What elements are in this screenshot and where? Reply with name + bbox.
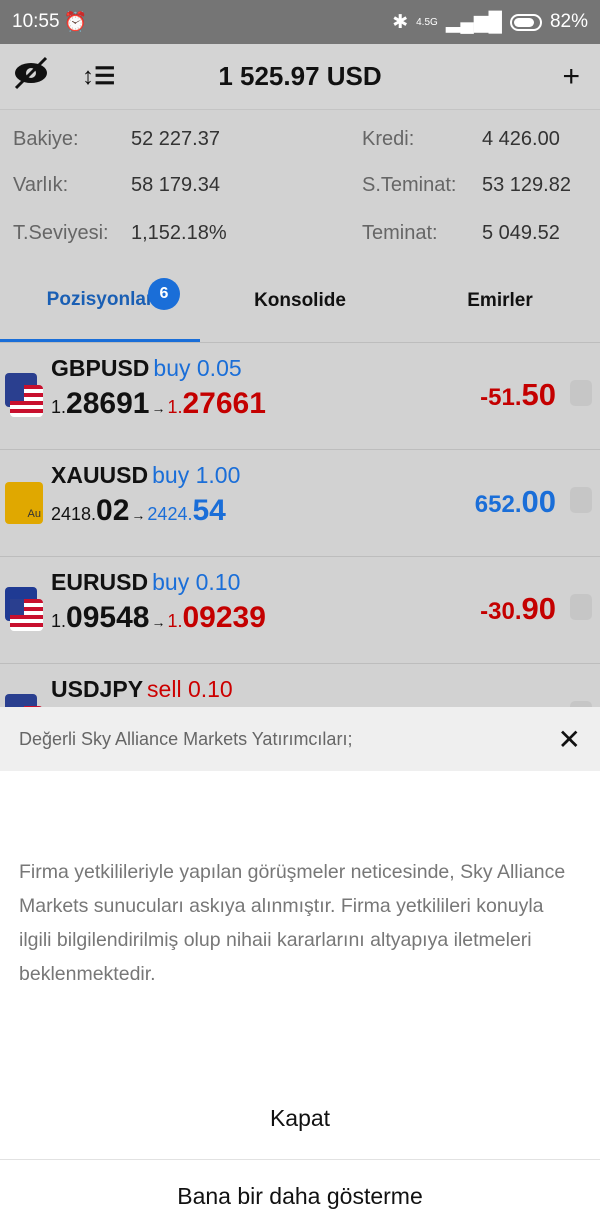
pl-main: 50 <box>521 377 556 412</box>
margin-value: 5 049.52 <box>482 222 560 244</box>
pl-main: 90 <box>521 591 556 626</box>
side: sell <box>147 676 182 702</box>
symbol: GBPUSD <box>51 355 150 381</box>
open-price-prefix: 1. <box>51 611 67 631</box>
label: Bakiye: <box>13 128 79 150</box>
account-summary: Bakiye: 52 227.37 Varlık: 58 179.34 T.Sevi… <box>0 110 600 260</box>
volume: 1.00 <box>195 462 241 488</box>
free-margin-value: 53 129.82 <box>482 174 571 196</box>
sort-icon[interactable]: ↕☰ <box>82 63 116 90</box>
side: buy <box>153 355 191 381</box>
position-checkbox[interactable] <box>570 487 592 513</box>
gold-icon: Au <box>5 482 43 524</box>
side-volume: sell 0.10 <box>147 676 233 702</box>
clock: 10:55 <box>12 11 60 32</box>
tab-label: Konsolide <box>254 290 346 311</box>
open-price: 09548 <box>66 601 150 634</box>
pl-prefix: -30. <box>480 598 522 625</box>
position-row[interactable]: Au XAUUSD buy 1.00 2418.02 → 2424.54 652.00 <box>0 449 600 556</box>
balance-value: 52 227.37 <box>131 128 220 150</box>
pl-prefix: 652. <box>474 491 522 518</box>
hide-balance-icon[interactable] <box>12 56 50 97</box>
position-checkbox[interactable] <box>570 594 592 620</box>
position-row[interactable]: EURUSD buy 0.10 1.09548 → 1.09239 -30.90 <box>0 556 600 663</box>
alarm-icon: ⏰ <box>63 12 88 33</box>
position-symbol: EURUSD buy 0.10 <box>51 569 240 596</box>
label: Varlık: <box>13 174 69 196</box>
price-change: 1.09548 → 1.09239 <box>51 601 266 635</box>
toolbar: ↕☰ 1 525.97 USD + <box>0 44 600 110</box>
add-button[interactable]: + <box>562 59 580 93</box>
open-price: 28691 <box>66 387 150 420</box>
margin-level-value: 1,152.18% <box>131 222 227 244</box>
profit-loss: -30.90 <box>480 591 556 627</box>
tab-bar: Pozisyonlar 6 Konsolide Emirler <box>0 260 600 342</box>
arrow-right-icon: → <box>151 614 166 630</box>
price-change: 1.28691 → 1.27661 <box>51 387 266 421</box>
position-row[interactable]: GBPUSD buy 0.05 1.28691 → 1.27661 -51.50 <box>0 342 600 449</box>
symbol: EURUSD <box>51 569 149 595</box>
label: S.Teminat: <box>362 174 457 196</box>
dont-show-again-button[interactable]: Bana bir daha gösterme <box>177 1183 423 1209</box>
symbol: XAUUSD <box>51 462 149 488</box>
volume: 0.10 <box>195 569 241 595</box>
bluetooth-icon: ✱ <box>392 11 409 33</box>
volume: 0.10 <box>187 676 233 702</box>
label: T.Seviyesi: <box>13 222 109 244</box>
position-symbol: GBPUSD buy 0.05 <box>51 355 242 382</box>
side: buy <box>152 462 190 488</box>
dialog-title: Değerli Sky Alliance Markets Yatırımcıla… <box>19 728 353 749</box>
dialog-header: Değerli Sky Alliance Markets Yatırımcıla… <box>0 707 600 771</box>
position-symbol: XAUUSD buy 1.00 <box>51 462 240 489</box>
battery-level: 82% <box>549 11 588 32</box>
tab-consolidated[interactable]: Konsolide <box>200 260 400 342</box>
price-change: 2418.02 → 2424.54 <box>51 494 226 528</box>
network-type: 4.5G <box>416 16 438 28</box>
profit-loss: -51.50 <box>480 377 556 413</box>
open-price: 02 <box>96 494 130 527</box>
credit-value: 4 426.00 <box>482 128 560 150</box>
pl-prefix: -51. <box>480 384 522 411</box>
label: Kredi: <box>362 128 415 150</box>
status-bar: 10:55 ⏰ ✱ 4.5G ▂▄▆█ 82% <box>0 0 600 44</box>
arrow-right-icon: → <box>151 400 166 416</box>
profit-loss: 652.00 <box>475 484 556 520</box>
pl-main: 00 <box>521 484 556 519</box>
current-price: 09239 <box>182 601 266 634</box>
position-checkbox[interactable] <box>570 380 592 406</box>
current-price-prefix: 1. <box>167 611 183 631</box>
close-icon[interactable]: ✕ <box>557 723 581 755</box>
side: buy <box>152 569 190 595</box>
open-price-prefix: 2418. <box>51 504 97 524</box>
current-price-prefix: 2424. <box>147 504 193 524</box>
tab-label: Pozisyonlar <box>46 288 154 310</box>
label: Teminat: <box>362 222 438 244</box>
currency-flag-icon <box>5 587 43 633</box>
tab-label: Emirler <box>467 290 533 311</box>
arrow-right-icon: → <box>131 507 146 523</box>
side-volume: buy 0.10 <box>152 569 240 595</box>
close-button[interactable]: Kapat <box>269 1105 331 1131</box>
side-volume: buy 1.00 <box>152 462 240 488</box>
signal-icon: ▂▄▆█ <box>445 11 502 33</box>
announcement-dialog: Değerli Sky Alliance Markets Yatırımcıla… <box>0 707 600 1231</box>
currency-flag-icon <box>5 373 43 419</box>
equity-value: 58 179.34 <box>131 174 220 196</box>
battery-icon <box>509 13 542 31</box>
symbol: USDJPY <box>51 676 144 702</box>
position-symbol: USDJPY sell 0.10 <box>51 676 233 703</box>
divider <box>0 1159 600 1160</box>
open-price-prefix: 1. <box>51 397 67 417</box>
side-volume: buy 0.05 <box>153 355 241 381</box>
current-price-prefix: 1. <box>167 397 183 417</box>
current-price: 27661 <box>182 387 266 420</box>
current-price: 54 <box>192 494 226 527</box>
positions-count-badge: 6 <box>148 278 180 310</box>
dialog-message: Firma yetkilileriyle yapılan görüşmeler … <box>19 861 566 985</box>
tab-positions[interactable]: Pozisyonlar 6 <box>0 260 200 342</box>
tab-orders[interactable]: Emirler <box>400 260 600 342</box>
volume: 0.05 <box>196 355 242 381</box>
